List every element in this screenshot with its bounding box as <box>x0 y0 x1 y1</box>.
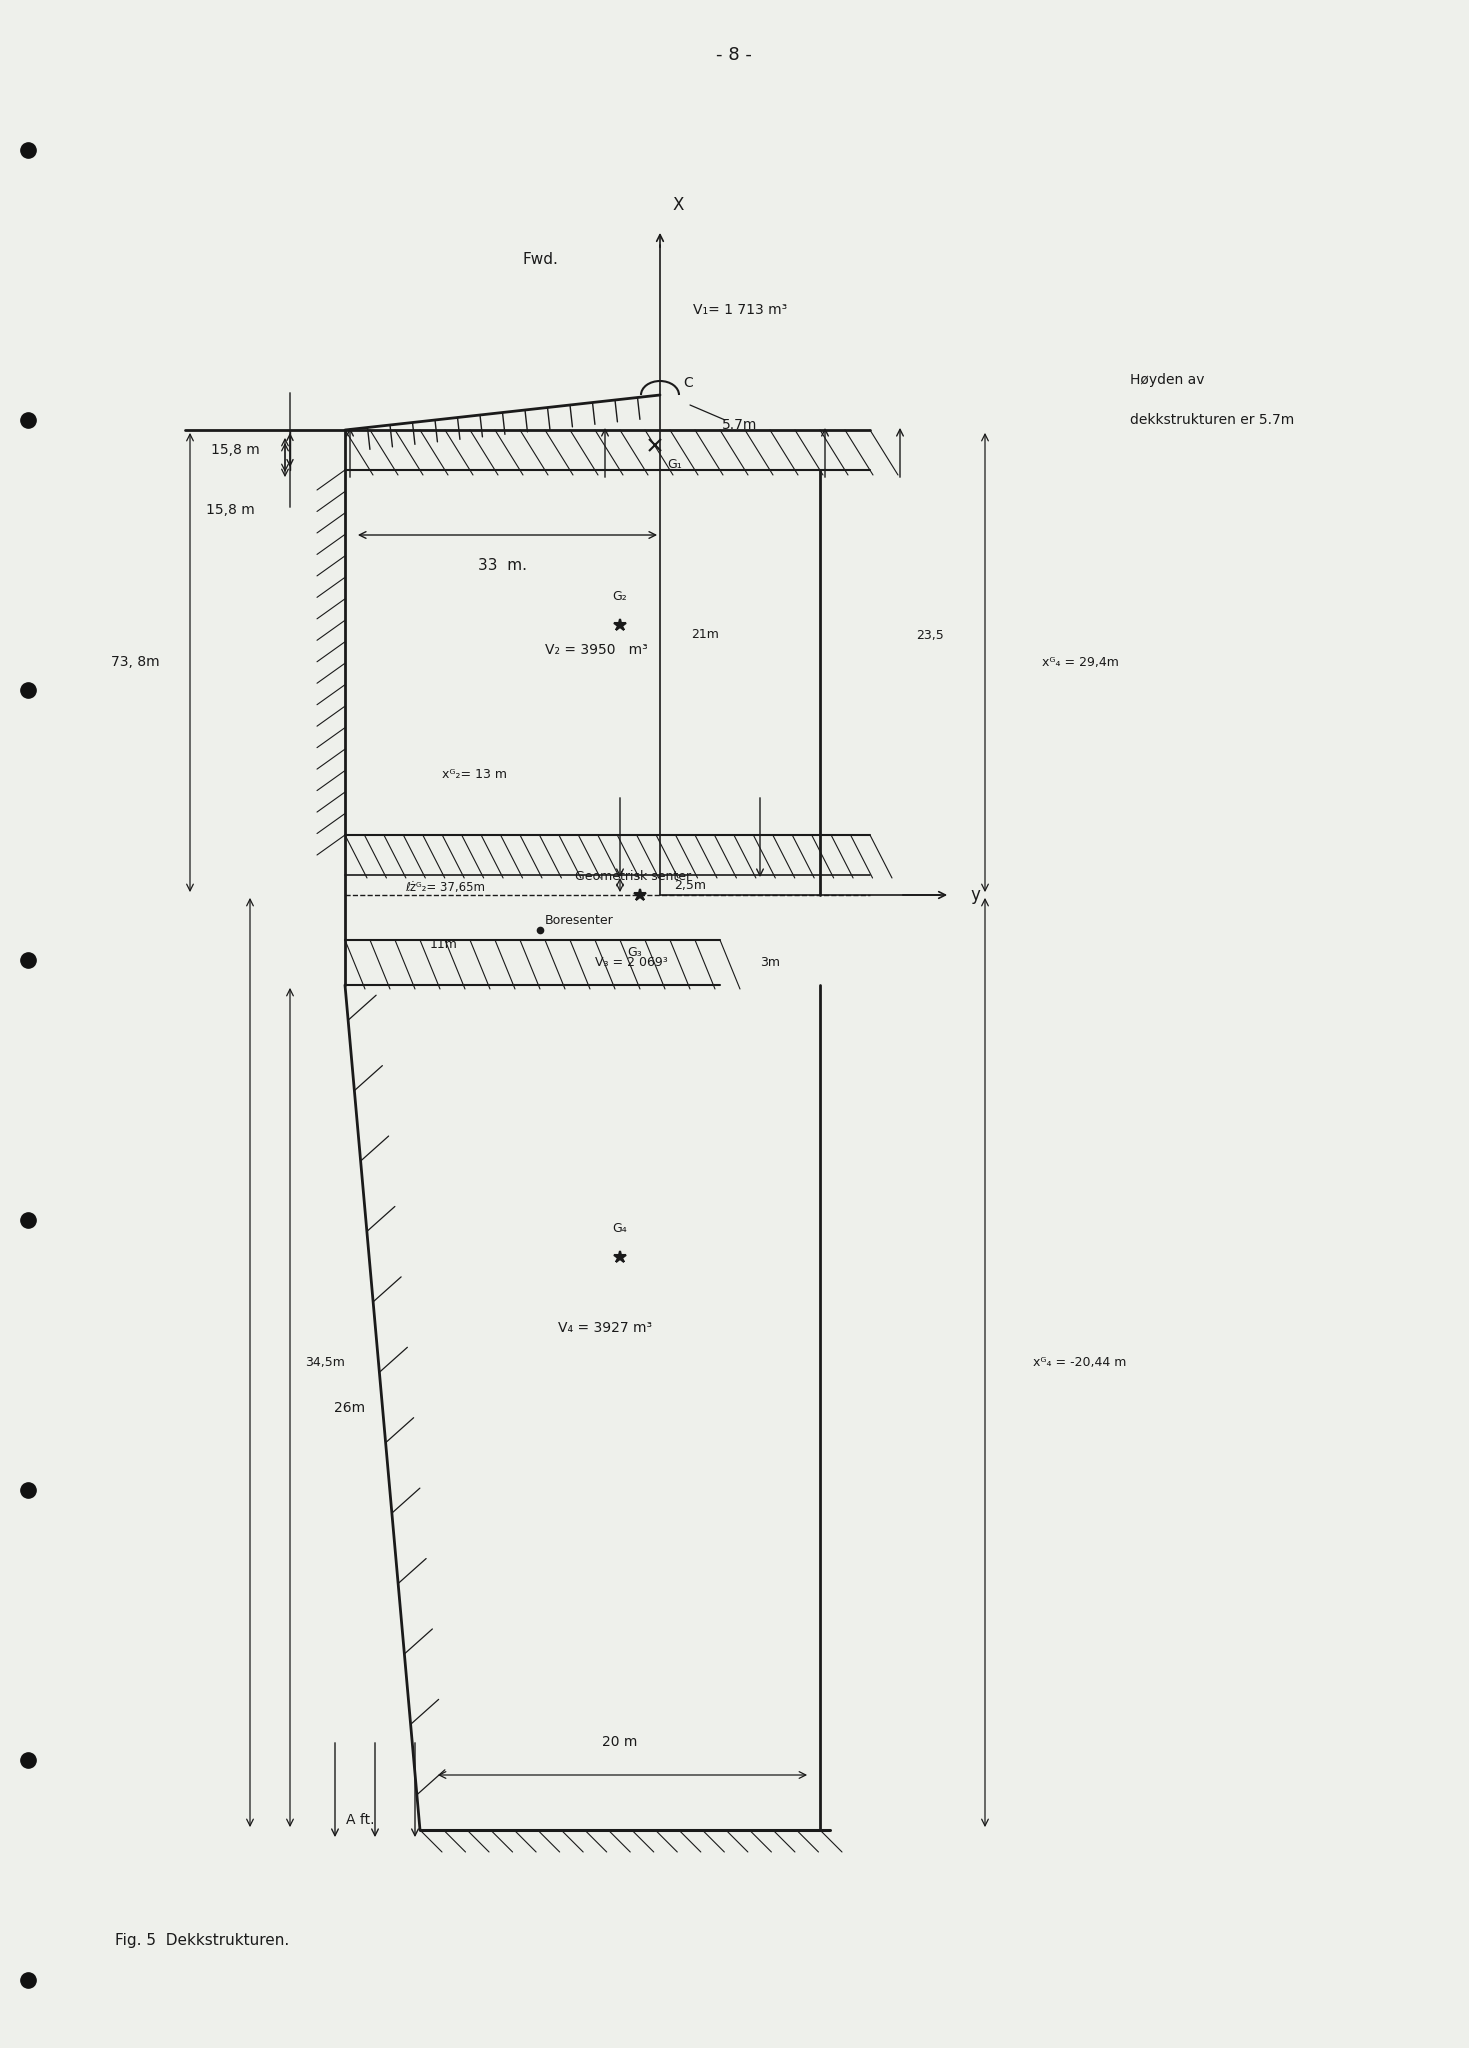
Text: Geometrisk senter: Geometrisk senter <box>574 870 690 883</box>
Text: A ft.: A ft. <box>345 1812 375 1827</box>
Text: 23,5: 23,5 <box>917 629 945 641</box>
Text: xᴳ₄ = -20,44 m: xᴳ₄ = -20,44 m <box>1033 1356 1127 1368</box>
Text: Fig. 5  Dekkstrukturen.: Fig. 5 Dekkstrukturen. <box>115 1933 289 1948</box>
Text: dekkstrukturen er 5.7m: dekkstrukturen er 5.7m <box>1130 414 1294 426</box>
Text: 11m: 11m <box>430 938 458 952</box>
Text: 2,5m: 2,5m <box>674 879 707 891</box>
Text: G₂: G₂ <box>613 590 627 604</box>
Text: 3m: 3m <box>759 956 780 969</box>
Text: Boresenter: Boresenter <box>545 913 614 926</box>
Text: V₄ = 3927 m³: V₄ = 3927 m³ <box>558 1321 652 1335</box>
Text: V₁= 1 713 m³: V₁= 1 713 m³ <box>693 303 787 317</box>
Text: 73, 8m: 73, 8m <box>110 655 159 670</box>
Text: 20 m: 20 m <box>602 1735 638 1749</box>
Text: V₂ = 3950   m³: V₂ = 3950 m³ <box>545 643 648 657</box>
Text: ℓżᴳ₂= 37,65m: ℓżᴳ₂= 37,65m <box>405 881 485 893</box>
Text: G₃: G₃ <box>627 946 642 961</box>
Text: 21m: 21m <box>690 629 718 641</box>
Text: xᴳ₂= 13 m: xᴳ₂= 13 m <box>442 768 507 782</box>
Text: 34,5m: 34,5m <box>306 1356 345 1368</box>
Text: Høyden av: Høyden av <box>1130 373 1205 387</box>
Text: 5.7m: 5.7m <box>723 418 758 432</box>
Text: G₁: G₁ <box>667 459 683 471</box>
Text: 15,8 m: 15,8 m <box>210 442 260 457</box>
Text: y: y <box>970 887 980 903</box>
Text: - 8 -: - 8 - <box>715 45 752 63</box>
Text: 26m: 26m <box>335 1401 366 1415</box>
Text: X: X <box>673 197 683 213</box>
Text: xᴳ₄ = 29,4m: xᴳ₄ = 29,4m <box>1042 655 1118 670</box>
Text: V₃ = 2 069³: V₃ = 2 069³ <box>595 956 668 969</box>
Text: G₄: G₄ <box>613 1223 627 1235</box>
Text: 15,8 m: 15,8 m <box>206 504 254 516</box>
Text: Fwd.: Fwd. <box>521 252 558 268</box>
Text: 33  m.: 33 m. <box>477 557 527 573</box>
Text: C: C <box>683 377 693 389</box>
